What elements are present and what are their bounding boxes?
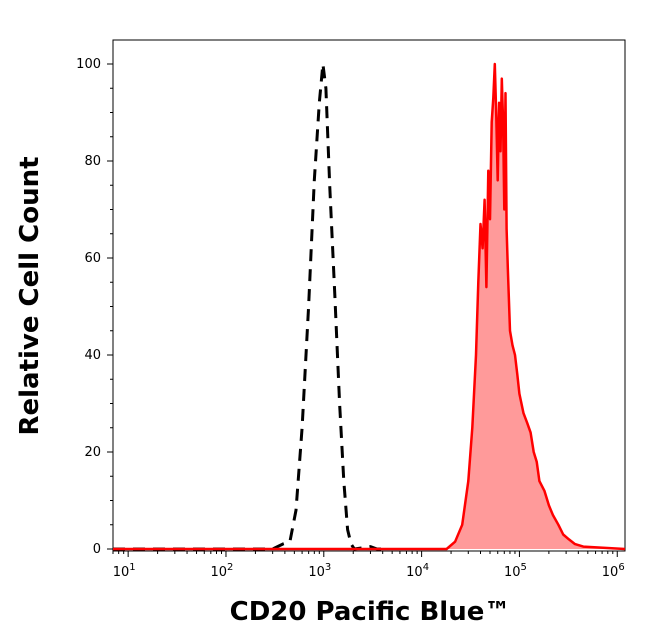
y-axis-title: Relative Cell Count: [15, 156, 45, 435]
stained-histogram-fill: [113, 64, 625, 549]
x-tick-label: 106: [602, 562, 625, 580]
x-tick-label: 103: [308, 562, 331, 580]
stained-histogram-line: [113, 62, 626, 551]
x-axis: 101 102 103 104 105 106: [112, 551, 625, 580]
plot-frame: [112, 39, 626, 552]
x-axis-title: CD20 Pacific Blue™: [230, 597, 511, 627]
x-tick-label: 105: [504, 562, 527, 580]
y-tick-label: 60: [84, 251, 101, 266]
y-tick-label: 20: [84, 445, 101, 460]
x-tick-label: 102: [211, 562, 234, 580]
control-histogram-line: [113, 62, 383, 551]
y-tick-label: 100: [76, 57, 101, 72]
y-axis: 0 20 40 60 80 100: [76, 57, 113, 557]
y-tick-label: 0: [93, 542, 101, 557]
x-tick-label: 104: [406, 562, 429, 580]
x-tick-label: 101: [113, 562, 136, 580]
series-layer: [113, 62, 626, 551]
y-tick-label: 80: [84, 154, 101, 169]
y-tick-label: 40: [84, 348, 101, 363]
